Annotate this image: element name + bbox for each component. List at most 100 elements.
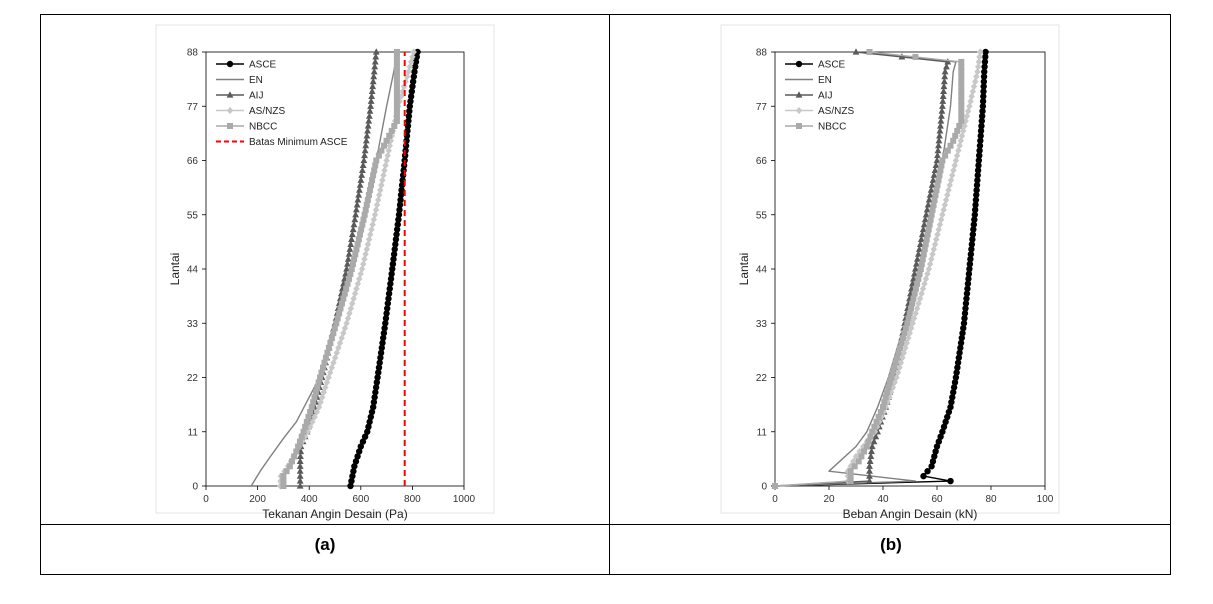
data-point [956, 349, 963, 357]
data-point [369, 403, 377, 411]
data-point [912, 265, 919, 272]
data-point [386, 285, 393, 292]
data-point [933, 187, 940, 194]
data-point [408, 88, 416, 95]
data-point [365, 423, 372, 431]
data-point [922, 210, 930, 218]
data-point [911, 290, 918, 297]
data-point [412, 63, 419, 70]
x-tick-label: 80 [985, 494, 997, 505]
y-tick-label: 33 [187, 319, 199, 330]
data-point [381, 166, 388, 174]
data-point [362, 250, 369, 258]
data-point [936, 221, 944, 229]
data-point [958, 63, 965, 70]
data-point [390, 255, 397, 263]
data-point [957, 344, 964, 352]
data-point [386, 142, 393, 150]
data-point [941, 72, 949, 80]
y-tick-label: 11 [757, 427, 768, 438]
data-point [369, 82, 377, 90]
data-point [344, 280, 351, 287]
data-point [405, 117, 412, 125]
data-point [393, 108, 400, 115]
data-point [356, 231, 363, 238]
data-point [374, 196, 382, 204]
data-point [303, 418, 310, 425]
data-point [353, 285, 360, 293]
data-point [954, 359, 962, 366]
data-point [903, 339, 911, 347]
y-tick-label: 88 [756, 48, 768, 59]
data-point [357, 443, 364, 450]
data-point [348, 230, 356, 238]
caption-separator [41, 524, 1170, 525]
data-point [947, 403, 954, 411]
data-point [948, 398, 955, 406]
data-point [410, 73, 418, 80]
data-point [930, 201, 937, 208]
caption-a: (a) [314, 535, 336, 554]
data-point [358, 166, 366, 173]
data-point [924, 201, 932, 208]
data-point [365, 235, 373, 244]
data-point [934, 182, 941, 189]
data-point [347, 304, 355, 313]
legend-label: AIJ [249, 91, 263, 102]
data-point [371, 211, 379, 219]
data-point [382, 320, 389, 327]
data-point [370, 72, 378, 80]
data-point [360, 156, 368, 164]
data-point [937, 167, 944, 174]
data-point [913, 304, 921, 313]
data-point [917, 235, 925, 243]
data-point [375, 369, 382, 376]
data-point [346, 245, 354, 252]
data-point [965, 270, 973, 278]
y-tick-label: 0 [761, 482, 767, 493]
data-point [367, 413, 375, 421]
data-point [980, 93, 987, 100]
data-point [932, 192, 939, 199]
data-point [976, 53, 983, 61]
y-axis-label: Lantai [168, 253, 182, 286]
chart-background [720, 24, 1060, 514]
data-point [370, 172, 377, 179]
data-point [928, 211, 935, 218]
data-point [937, 433, 944, 440]
chart-background [155, 24, 495, 514]
data-point [355, 191, 363, 198]
data-point [357, 176, 365, 183]
data-point [955, 354, 963, 361]
data-point [347, 270, 354, 277]
data-point [970, 226, 977, 233]
data-point [325, 344, 332, 351]
data-point [394, 221, 401, 228]
data-point [933, 156, 941, 164]
data-point [362, 136, 370, 144]
data-point [907, 305, 914, 312]
data-point [381, 142, 388, 149]
data-point [315, 403, 323, 411]
data-point [302, 423, 309, 430]
data-point [980, 83, 987, 90]
data-point [855, 458, 862, 465]
data-point [356, 275, 363, 283]
data-point [347, 240, 355, 247]
data-point [931, 453, 938, 460]
data-point [952, 374, 960, 381]
data-point [949, 394, 956, 401]
data-point [364, 240, 372, 248]
data-point [407, 98, 414, 105]
data-point [918, 230, 926, 238]
data-point [331, 325, 338, 332]
data-point [397, 191, 405, 199]
data-point [372, 206, 380, 214]
data-point [871, 423, 878, 430]
x-tick-label: 100 [1037, 494, 1054, 505]
data-point [961, 315, 968, 322]
data-point [974, 172, 981, 179]
data-point [336, 310, 343, 317]
data-point [973, 191, 980, 199]
x-tick-label: 0 [772, 494, 778, 505]
